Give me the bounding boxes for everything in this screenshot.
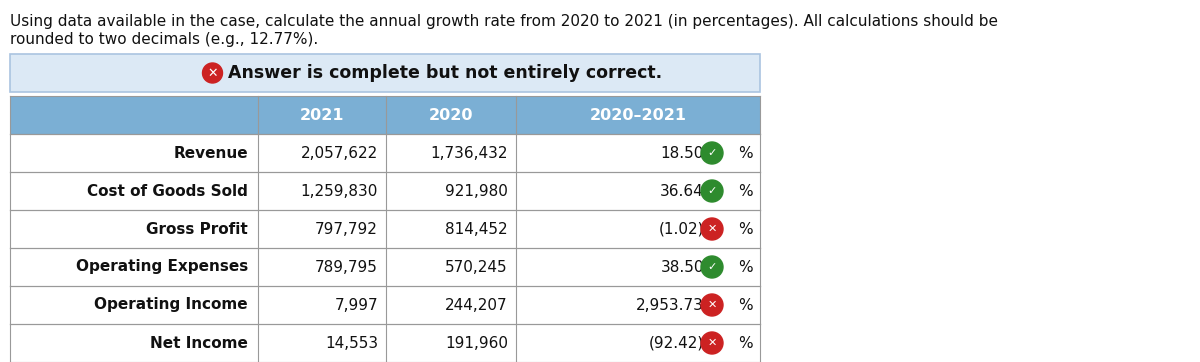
Text: (92.42): (92.42) bbox=[649, 336, 704, 350]
Text: ✓: ✓ bbox=[707, 262, 716, 272]
Text: 36.64: 36.64 bbox=[660, 184, 704, 198]
Text: rounded to two decimals (e.g., 12.77%).: rounded to two decimals (e.g., 12.77%). bbox=[10, 32, 318, 47]
Text: 18.50: 18.50 bbox=[661, 146, 704, 160]
Bar bbox=[10, 210, 760, 248]
Text: 7,997: 7,997 bbox=[335, 298, 378, 312]
Circle shape bbox=[701, 218, 722, 240]
Circle shape bbox=[701, 142, 722, 164]
Text: Revenue: Revenue bbox=[173, 146, 248, 160]
Text: %: % bbox=[738, 336, 752, 350]
Text: 244,207: 244,207 bbox=[445, 298, 508, 312]
Text: 38.50: 38.50 bbox=[660, 260, 704, 274]
Text: %: % bbox=[738, 146, 752, 160]
Circle shape bbox=[701, 332, 722, 354]
Text: Operating Expenses: Operating Expenses bbox=[76, 260, 248, 274]
Text: Net Income: Net Income bbox=[150, 336, 248, 350]
Text: ✕: ✕ bbox=[707, 224, 716, 234]
Text: Gross Profit: Gross Profit bbox=[146, 222, 248, 236]
Text: 789,795: 789,795 bbox=[316, 260, 378, 274]
Text: 191,960: 191,960 bbox=[445, 336, 508, 350]
Text: %: % bbox=[738, 260, 752, 274]
Text: %: % bbox=[738, 298, 752, 312]
Text: ✕: ✕ bbox=[208, 67, 217, 80]
Text: Cost of Goods Sold: Cost of Goods Sold bbox=[88, 184, 248, 198]
Text: ✕: ✕ bbox=[707, 338, 716, 348]
Text: %: % bbox=[738, 222, 752, 236]
Bar bbox=[10, 286, 760, 324]
Text: 2,057,622: 2,057,622 bbox=[301, 146, 378, 160]
Bar bbox=[10, 96, 760, 134]
Text: (1.02): (1.02) bbox=[659, 222, 704, 236]
Text: ✓: ✓ bbox=[707, 186, 716, 196]
Text: ✓: ✓ bbox=[707, 148, 716, 158]
Text: ✕: ✕ bbox=[707, 300, 716, 310]
Circle shape bbox=[203, 63, 222, 83]
Bar bbox=[10, 134, 760, 172]
Text: 921,980: 921,980 bbox=[445, 184, 508, 198]
Circle shape bbox=[701, 180, 722, 202]
Text: Answer is complete but not entirely correct.: Answer is complete but not entirely corr… bbox=[228, 64, 662, 82]
Circle shape bbox=[701, 294, 722, 316]
Circle shape bbox=[701, 256, 722, 278]
Text: 2021: 2021 bbox=[300, 108, 344, 122]
Bar bbox=[10, 54, 760, 92]
Text: 797,792: 797,792 bbox=[316, 222, 378, 236]
Bar bbox=[10, 248, 760, 286]
Text: 2020–2021: 2020–2021 bbox=[589, 108, 686, 122]
Text: 2,953.73: 2,953.73 bbox=[636, 298, 704, 312]
Text: 1,736,432: 1,736,432 bbox=[431, 146, 508, 160]
Bar bbox=[10, 324, 760, 362]
Text: 570,245: 570,245 bbox=[445, 260, 508, 274]
Text: 1,259,830: 1,259,830 bbox=[301, 184, 378, 198]
Text: 814,452: 814,452 bbox=[445, 222, 508, 236]
Bar bbox=[10, 172, 760, 210]
Text: Using data available in the case, calculate the annual growth rate from 2020 to : Using data available in the case, calcul… bbox=[10, 14, 998, 29]
Text: 2020: 2020 bbox=[428, 108, 473, 122]
Text: Operating Income: Operating Income bbox=[95, 298, 248, 312]
Text: %: % bbox=[738, 184, 752, 198]
Text: 14,553: 14,553 bbox=[325, 336, 378, 350]
